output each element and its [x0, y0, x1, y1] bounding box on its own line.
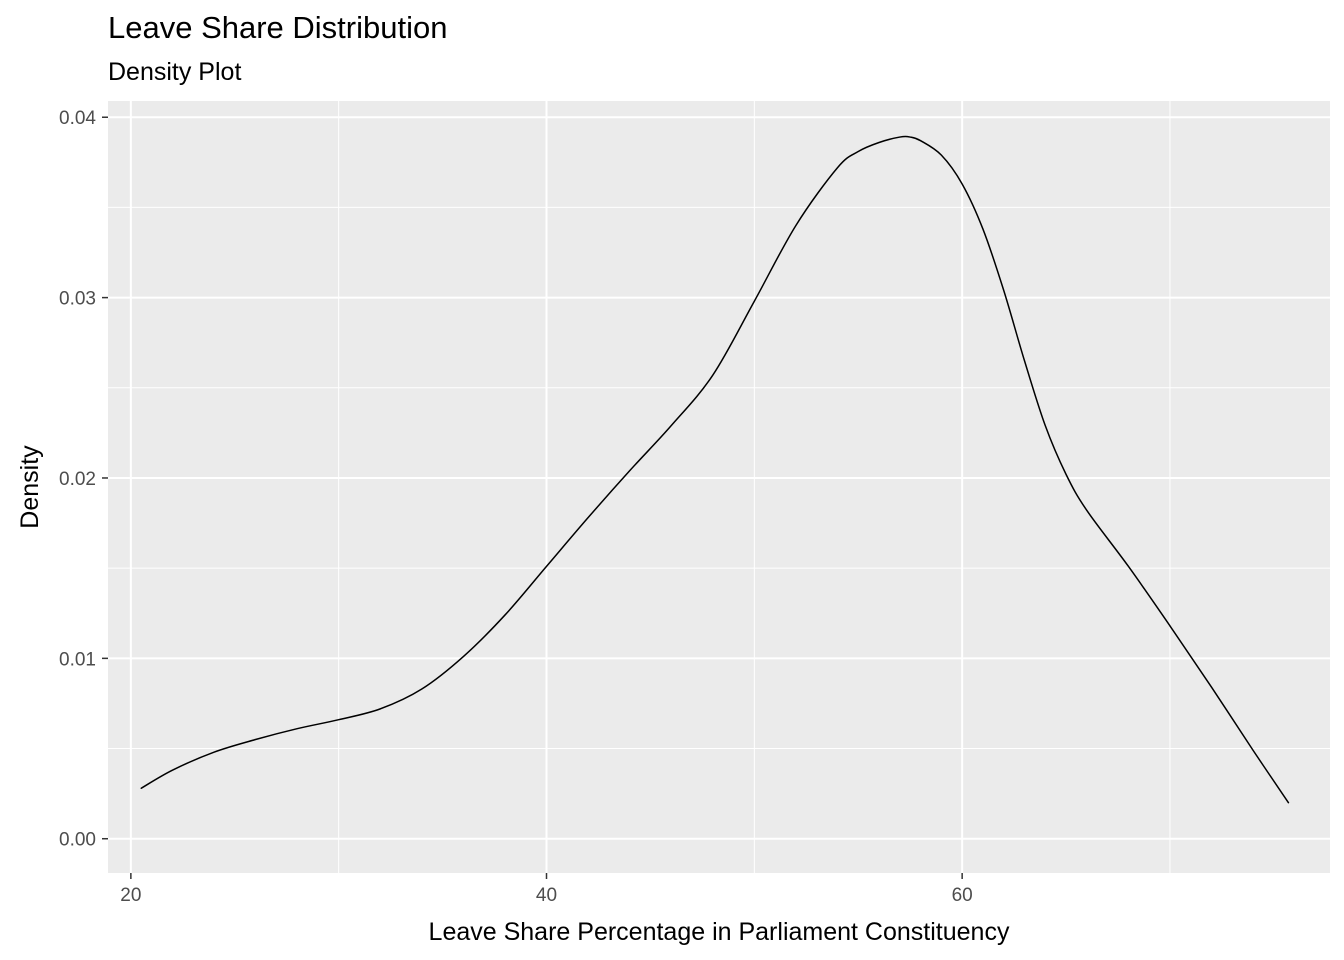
y-tick-label: 0.02: [59, 469, 96, 490]
y-tick-label: 0.04: [59, 108, 96, 129]
x-tick-label: 60: [952, 885, 973, 906]
minor-gridlines: [108, 101, 1330, 873]
y-tick-label: 0.01: [59, 649, 96, 670]
y-axis-title: Density: [16, 445, 44, 529]
chart-title: Leave Share Distribution: [108, 10, 448, 45]
x-tick-label: 20: [120, 885, 141, 906]
y-tick-label: 0.03: [59, 289, 96, 310]
major-gridlines: [108, 101, 1330, 873]
chart-subtitle: Density Plot: [108, 58, 242, 86]
plot-panel: [108, 101, 1330, 873]
x-axis-title: Leave Share Percentage in Parliament Con…: [429, 918, 1010, 946]
x-axis: 20 40 60: [120, 873, 973, 906]
y-axis: 0.00 0.01 0.02 0.03 0.04: [59, 108, 108, 851]
y-tick-label: 0.00: [59, 830, 96, 851]
x-tick-label: 40: [536, 885, 557, 906]
density-curve: [140, 135, 1290, 804]
